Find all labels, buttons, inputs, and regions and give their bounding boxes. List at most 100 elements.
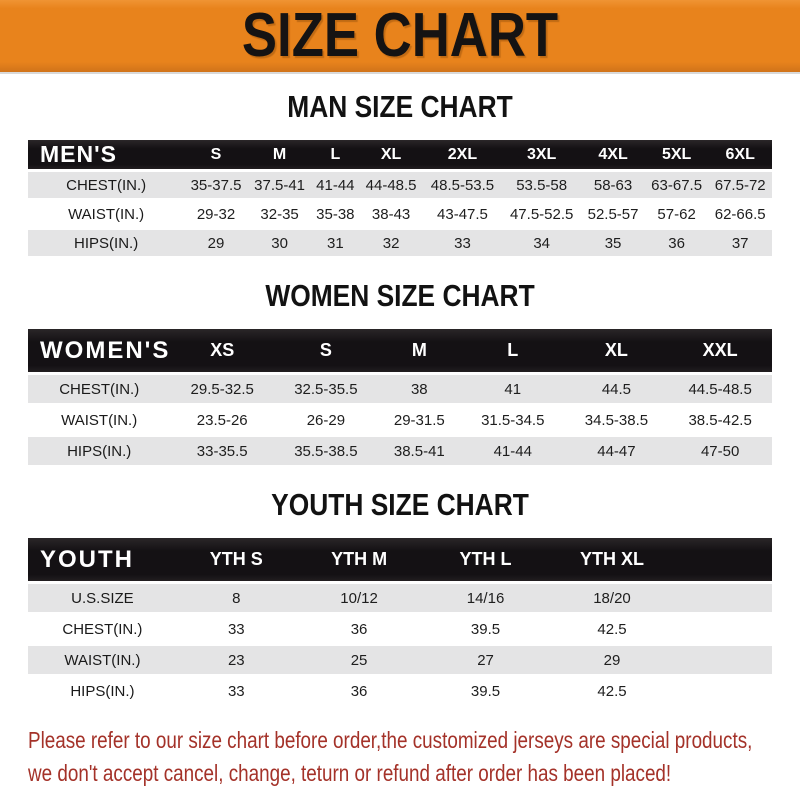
man-cell: 58-63 xyxy=(581,172,645,198)
youth-row-hips-in: HIPS(IN.) 33 36 39.5 42.5 xyxy=(28,677,772,705)
women-cell: 26-29 xyxy=(274,406,378,434)
women-cell: 33-35.5 xyxy=(170,437,275,465)
women-cell: 41 xyxy=(460,375,565,403)
man-size-col-3xl: 3XL xyxy=(502,140,582,169)
women-table-header-row: WOMEN'S XS S M L XL XXL xyxy=(28,329,772,372)
man-cell: 57-62 xyxy=(644,201,709,227)
women-cell: 44.5-48.5 xyxy=(668,375,772,403)
youth-cell: 42.5 xyxy=(548,615,676,643)
youth-row-label: HIPS(IN.) xyxy=(28,677,177,705)
youth-cell: 27 xyxy=(422,646,549,674)
youth-cell: 36 xyxy=(295,677,423,705)
youth-cell: 36 xyxy=(295,615,423,643)
youth-row-chest-in: CHEST(IN.) 33 36 39.5 42.5 xyxy=(28,615,772,643)
women-size-col-m: M xyxy=(377,329,461,372)
youth-cell: 33 xyxy=(176,677,296,705)
man-cell: 41-44 xyxy=(311,172,360,198)
women-cell: 31.5-34.5 xyxy=(460,406,565,434)
youth-row-spacer xyxy=(675,646,772,674)
man-size-col-xl: XL xyxy=(359,140,423,169)
women-size-col-xxl: XXL xyxy=(668,329,772,372)
women-row-chest-in: CHEST(IN.) 29.5-32.5 32.5-35.5 38 41 44.5 44.5… xyxy=(28,375,772,403)
youth-cell: 23 xyxy=(176,646,296,674)
man-size-col-4xl: 4XL xyxy=(581,140,645,169)
women-cell: 29-31.5 xyxy=(377,406,461,434)
man-cell: 44-48.5 xyxy=(359,172,423,198)
man-cell: 48.5-53.5 xyxy=(422,172,503,198)
man-row-label: HIPS(IN.) xyxy=(28,230,185,256)
women-cell: 38.5-41 xyxy=(377,437,461,465)
youth-cell: 33 xyxy=(176,615,296,643)
youth-header-spacer xyxy=(675,538,772,581)
youth-row-label: CHEST(IN.) xyxy=(28,615,177,643)
youth-cell: 39.5 xyxy=(422,677,549,705)
man-row-waist-in: WAIST(IN.) 29-32 32-35 35-38 38-43 43-47.5 47.… xyxy=(28,201,772,227)
page-title: SIZE CHART xyxy=(241,1,559,70)
section-youth: YOUTH SIZE CHART YOUTH YTH S YTH M YTH L YTH… xyxy=(0,487,800,708)
man-row-label: WAIST(IN.) xyxy=(28,201,185,227)
man-table-slot: MEN'S S M L XL 2XL 3XL 4XL 5XL 6XL CHEST(IN.) 35-37… xyxy=(0,137,800,259)
youth-row-label: U.S.SIZE xyxy=(28,584,177,612)
women-cell: 23.5-26 xyxy=(170,406,275,434)
women-row-label: HIPS(IN.) xyxy=(28,437,171,465)
youth-size-col-yth-xl: YTH XL xyxy=(548,538,676,581)
man-size-col-m: M xyxy=(247,140,312,169)
youth-cell: 42.5 xyxy=(548,677,676,705)
youth-cell: 29 xyxy=(548,646,676,674)
man-cell: 67.5-72 xyxy=(708,172,772,198)
women-size-col-xs: XS xyxy=(170,329,275,372)
women-size-col-s: S xyxy=(274,329,378,372)
women-cell: 44.5 xyxy=(564,375,669,403)
section-heading-man: MAN SIZE CHART xyxy=(287,89,513,124)
women-row-waist-in: WAIST(IN.) 23.5-26 26-29 29-31.5 31.5-34.5 34… xyxy=(28,406,772,434)
man-cell: 29 xyxy=(184,230,248,256)
man-table-title: MEN'S xyxy=(28,140,185,169)
women-cell: 44-47 xyxy=(564,437,669,465)
women-row-label: WAIST(IN.) xyxy=(28,406,171,434)
youth-cell: 8 xyxy=(176,584,296,612)
man-cell: 35 xyxy=(581,230,645,256)
youth-cell: 10/12 xyxy=(295,584,423,612)
youth-cell: 25 xyxy=(295,646,423,674)
man-row-chest-in: CHEST(IN.) 35-37.5 37.5-41 41-44 44-48.5 48.5… xyxy=(28,172,772,198)
women-row-label: CHEST(IN.) xyxy=(28,375,171,403)
man-cell: 33 xyxy=(422,230,503,256)
women-cell: 32.5-35.5 xyxy=(274,375,378,403)
women-cell: 41-44 xyxy=(460,437,565,465)
footer-note: Please refer to our size chart before or… xyxy=(28,724,800,789)
man-cell: 35-37.5 xyxy=(184,172,248,198)
youth-table-slot: YOUTH YTH S YTH M YTH L YTH XL U.S.SIZE 8 10/12… xyxy=(0,535,800,708)
women-cell: 35.5-38.5 xyxy=(274,437,378,465)
youth-table-title: YOUTH xyxy=(28,538,177,581)
youth-size-table: YOUTH YTH S YTH M YTH L YTH XL U.S.SIZE 8 10/12… xyxy=(28,535,772,708)
man-cell: 63-67.5 xyxy=(644,172,709,198)
man-size-table: MEN'S S M L XL 2XL 3XL 4XL 5XL 6XL CHEST(IN.) 35-37… xyxy=(28,137,772,259)
man-size-col-l: L xyxy=(311,140,360,169)
man-cell: 38-43 xyxy=(359,201,423,227)
section-man: MAN SIZE CHART MEN'S S M L XL 2XL 3XL 4XL 5XL 6XL… xyxy=(0,89,800,259)
women-cell: 47-50 xyxy=(668,437,772,465)
youth-cell: 39.5 xyxy=(422,615,549,643)
youth-row-spacer xyxy=(675,584,772,612)
women-cell: 38.5-42.5 xyxy=(668,406,772,434)
man-cell: 52.5-57 xyxy=(581,201,645,227)
women-cell: 38 xyxy=(377,375,461,403)
man-cell: 34 xyxy=(502,230,582,256)
footer-line-2: we don't accept cancel, change, teturn o… xyxy=(28,759,672,786)
section-heading-women: WOMEN SIZE CHART xyxy=(265,278,535,313)
man-cell: 36 xyxy=(644,230,709,256)
women-size-table: WOMEN'S XS S M L XL XXL CHEST(IN.) 29.5-32.5 32.5… xyxy=(28,326,772,468)
youth-row-spacer xyxy=(675,677,772,705)
man-cell: 31 xyxy=(311,230,360,256)
youth-row-label: WAIST(IN.) xyxy=(28,646,177,674)
women-table-slot: WOMEN'S XS S M L XL XXL CHEST(IN.) 29.5-32.5 32.5… xyxy=(0,326,800,468)
man-cell: 29-32 xyxy=(184,201,248,227)
youth-row-u-s-size: U.S.SIZE 8 10/12 14/16 18/20 xyxy=(28,584,772,612)
man-cell: 35-38 xyxy=(311,201,360,227)
youth-row-waist-in: WAIST(IN.) 23 25 27 29 xyxy=(28,646,772,674)
section-heading-youth: YOUTH SIZE CHART xyxy=(271,487,529,522)
banner: SIZE CHART xyxy=(0,0,800,74)
man-cell: 53.5-58 xyxy=(502,172,582,198)
man-cell: 47.5-52.5 xyxy=(502,201,582,227)
